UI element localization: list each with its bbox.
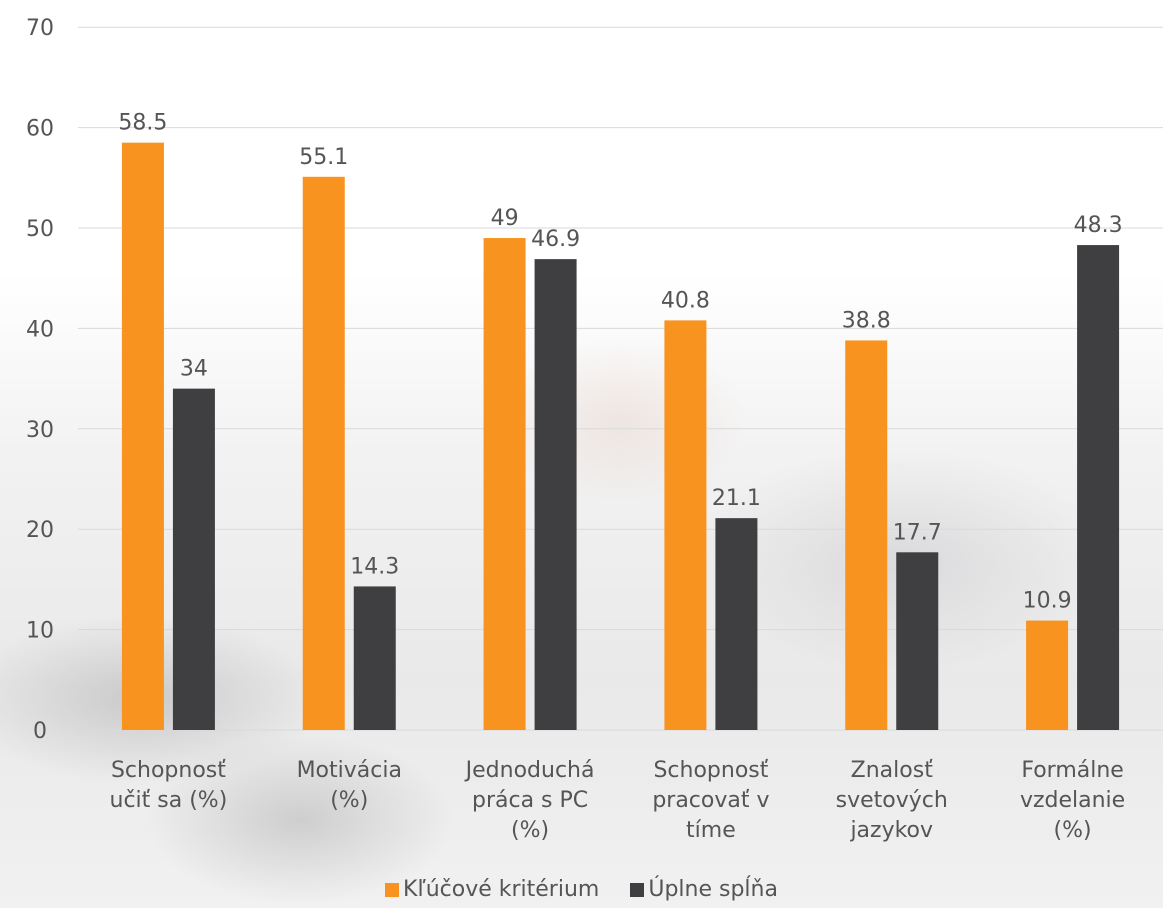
legend-label-series-1: Kľúčové kritérium [403,877,600,902]
data-labels: 58.5 34 55.1 14.3 49 46.9 40.8 21.1 38.8 17.7 10.9… [118,111,1122,614]
x-category-label: tíme [686,818,736,843]
legend-swatch-series-1 [385,882,400,897]
x-category-label: (%) [511,818,549,843]
x-category-label: pracovať v [652,788,769,813]
legend: Kľúčové kritérium Úplne spĺňa [0,877,1163,907]
bar-uplne [534,259,577,730]
y-tick-label: 40 [26,317,54,342]
x-category-label: učiť sa (%) [110,788,228,813]
x-category-label: Znalosť [851,758,934,783]
gridlines [78,26,1163,731]
y-tick-label: 50 [26,217,54,242]
bars [121,142,1120,731]
legend-item-series-1: Kľúčové kritérium [385,877,599,902]
bar-uplne [172,388,215,730]
y-tick-label: 20 [26,518,54,543]
y-tick-label: 10 [26,619,54,644]
data-label: 58.5 [118,111,167,136]
data-label: 55.1 [299,145,348,170]
x-category-label: Motivácia [297,758,402,783]
bar-kluc [664,320,707,730]
x-category-label: Schopnosť [111,758,226,783]
x-category-label: jazykov [849,818,933,843]
x-category-label: vzdelanie [1020,788,1125,813]
legend-swatch-series-2 [630,882,645,897]
x-category-label: (%) [330,788,368,813]
data-label: 17.7 [893,520,942,545]
bar-kluc [121,142,164,730]
x-category-label: Jednoduchá [464,758,595,783]
legend-item-series-2: Úplne spĺňa [630,877,778,902]
x-category-label: práca s PC [472,788,588,813]
legend-label-series-2: Úplne spĺňa [648,877,778,902]
y-tick-label: 60 [26,117,54,142]
data-label: 48.3 [1074,213,1123,238]
x-axis-categories: Schopnosť učiť sa (%) Motivácia (%) Jednoduc… [110,758,1126,843]
bar-uplne [896,552,939,730]
y-tick-label: 0 [33,719,47,744]
x-category-label: Formálne [1021,758,1124,783]
bar-kluc [845,340,888,730]
x-category-label: (%) [1054,818,1092,843]
data-label: 49 [491,206,519,231]
bar-uplne [353,586,396,730]
bar-uplne [1077,245,1120,730]
bar-kluc [302,176,345,730]
bar-uplne [715,518,758,730]
bar-kluc [483,238,526,731]
data-label: 21.1 [712,486,761,511]
data-label: 34 [180,357,208,382]
x-category-label: Schopnosť [653,758,768,783]
data-label: 38.8 [842,308,891,333]
data-label: 10.9 [1023,589,1072,614]
data-label: 14.3 [350,554,399,579]
data-label: 46.9 [531,227,580,252]
x-category-label: svetových [836,788,948,813]
bar-kluc [1026,620,1069,730]
y-tick-label: 70 [26,16,54,41]
y-tick-label: 30 [26,418,54,443]
data-label: 40.8 [661,288,710,313]
y-axis-ticks: 0 10 20 30 40 50 60 70 [26,16,54,744]
